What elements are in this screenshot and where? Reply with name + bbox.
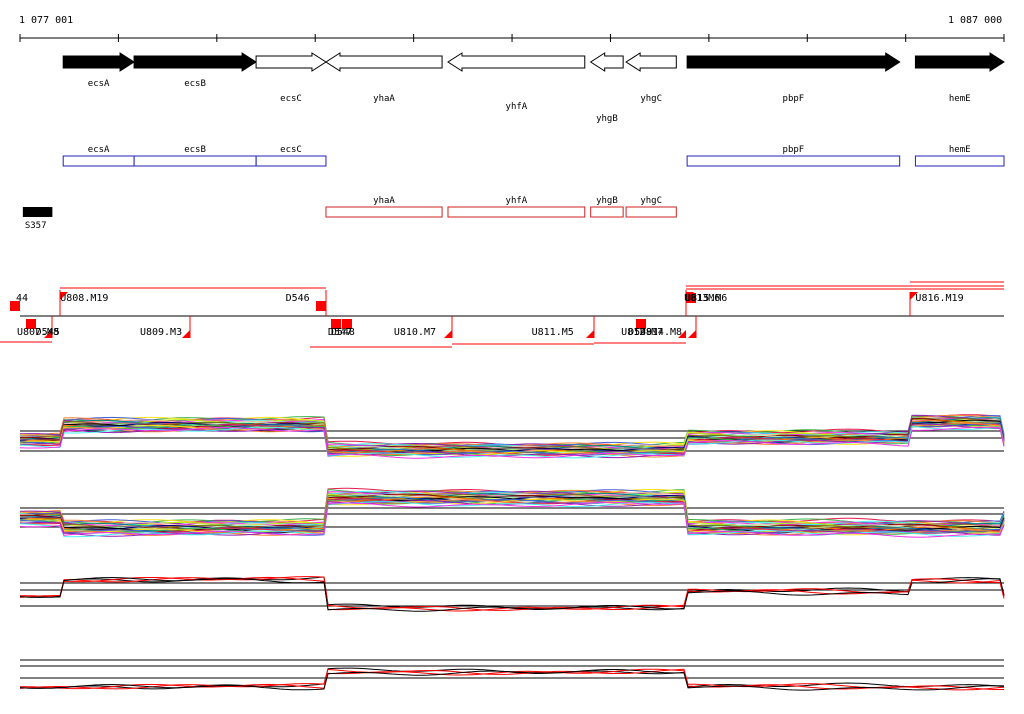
segment-corner bbox=[182, 330, 190, 338]
srna-track: S357 bbox=[22, 207, 53, 231]
segment-label: D548 bbox=[331, 327, 355, 338]
gene-label-yhaA: yhaA bbox=[373, 94, 395, 104]
segment-label: D549 bbox=[628, 327, 652, 338]
segment-label: 44 bbox=[16, 293, 28, 304]
reverse-box-label-yhaA: yhaA bbox=[373, 196, 395, 206]
segment-corner bbox=[444, 330, 452, 338]
gene-label-yhgB: yhgB bbox=[596, 114, 618, 124]
reverse-box-yhaA[interactable] bbox=[325, 206, 443, 218]
forward-box-pbpF[interactable] bbox=[686, 155, 901, 167]
forward-box-ecsA[interactable] bbox=[62, 155, 135, 167]
expression-trace bbox=[19, 426, 1005, 459]
forward-box-label-ecsB: ecsB bbox=[184, 145, 206, 155]
segment-corner bbox=[586, 330, 594, 338]
gene-arrow-yhgB[interactable] bbox=[589, 52, 624, 72]
gene-label-yhfA: yhfA bbox=[506, 102, 528, 112]
expression-profiles bbox=[19, 414, 1005, 691]
gene-label-yhgC: yhgC bbox=[640, 94, 662, 104]
gene-label-hemE: hemE bbox=[949, 94, 971, 104]
segment-corner bbox=[688, 330, 696, 338]
segment-corner bbox=[60, 292, 68, 300]
gene-label-ecsB: ecsB bbox=[184, 79, 206, 89]
expression-trace bbox=[19, 425, 1005, 459]
reverse-box-yhfA[interactable] bbox=[447, 206, 586, 218]
segment-label: D546 bbox=[286, 293, 310, 304]
gene-arrow-yhgC[interactable] bbox=[625, 52, 677, 72]
reverse-box-label-yhgB: yhgB bbox=[596, 196, 618, 206]
gene-arrow-track: ecsA ecsB ecsC yhaA yhfA yhgB yhgC pbpF hemE bbox=[62, 52, 1005, 124]
gene-arrow-yhaA[interactable] bbox=[325, 52, 443, 72]
expression-trace bbox=[19, 424, 1005, 456]
gene-label-ecsC: ecsC bbox=[280, 94, 302, 104]
gene-arrow-ecsA[interactable] bbox=[62, 52, 135, 72]
segment-label: U807.M8 bbox=[17, 327, 59, 338]
expression-trace bbox=[19, 501, 1005, 538]
forward-box-ecsB[interactable] bbox=[133, 155, 257, 167]
segment-label: D547 bbox=[328, 327, 352, 338]
gene-arrow-ecsC[interactable] bbox=[255, 52, 327, 72]
segment-corner bbox=[910, 292, 918, 300]
forward-box-label-ecsC: ecsC bbox=[280, 145, 302, 155]
gene-label-pbpF: pbpF bbox=[783, 94, 805, 104]
ruler-start-label: 1 077 001 bbox=[19, 15, 73, 26]
srna-feature[interactable] bbox=[22, 207, 53, 217]
segment-marker[interactable] bbox=[342, 319, 352, 329]
segment-marker[interactable] bbox=[10, 301, 20, 311]
forward-box-label-ecsA: ecsA bbox=[88, 145, 110, 155]
segment-label: U814.M8 bbox=[640, 327, 682, 338]
reverse-annotation-track: yhaA yhfA yhgB yhgC bbox=[325, 196, 677, 218]
expression-trace bbox=[19, 668, 1004, 690]
expression-trace bbox=[19, 424, 1005, 457]
forward-box-label-hemE: hemE bbox=[949, 145, 971, 155]
gene-label-ecsA: ecsA bbox=[88, 79, 110, 89]
segment-marker[interactable] bbox=[686, 293, 696, 303]
expression-trace bbox=[19, 576, 1005, 611]
segment-label: U808.M19 bbox=[60, 293, 108, 304]
forward-box-ecsC[interactable] bbox=[255, 155, 327, 167]
forward-annotation-track: ecsA ecsB ecsC pbpF hemE bbox=[62, 145, 1005, 167]
segment-corner bbox=[678, 330, 686, 338]
expression-trace bbox=[19, 669, 1005, 691]
reverse-box-label-yhgC: yhgC bbox=[640, 196, 662, 206]
segment-corner bbox=[44, 330, 52, 338]
coordinate-ruler: 1 077 001 1 087 000 bbox=[19, 15, 1005, 42]
segment-label: U815.M6 bbox=[685, 293, 727, 304]
segment-label: U813M6 bbox=[684, 293, 720, 304]
segment-marker[interactable] bbox=[316, 301, 326, 311]
reverse-box-yhgC[interactable] bbox=[625, 206, 677, 218]
segment-label: U809.M3 bbox=[140, 327, 182, 338]
srna-label: S357 bbox=[25, 221, 47, 231]
expression-trace bbox=[19, 501, 1005, 538]
forward-box-label-pbpF: pbpF bbox=[783, 145, 805, 155]
ruler-ticks bbox=[19, 34, 1005, 42]
gene-arrow-ecsB[interactable] bbox=[133, 52, 258, 72]
segment-marker[interactable] bbox=[331, 319, 341, 329]
expression-trace bbox=[19, 498, 1005, 536]
segment-label: U812.M7 bbox=[621, 327, 663, 338]
forward-box-hemE[interactable] bbox=[914, 155, 1005, 167]
gene-arrow-pbpF[interactable] bbox=[686, 52, 901, 72]
segment-marker[interactable] bbox=[26, 319, 36, 329]
expression-trace bbox=[19, 498, 1005, 534]
segment-label: U811.M5 bbox=[532, 327, 574, 338]
segment-label: U810.M7 bbox=[394, 327, 436, 338]
reverse-box-yhgB[interactable] bbox=[590, 206, 624, 218]
expression-trace bbox=[19, 576, 1005, 612]
segment-marker[interactable] bbox=[636, 319, 646, 329]
ruler-end-label: 1 087 000 bbox=[948, 15, 1002, 26]
gene-arrow-yhfA[interactable] bbox=[447, 52, 586, 72]
reverse-box-label-yhfA: yhfA bbox=[506, 196, 528, 206]
segment-label: U816.M19 bbox=[915, 293, 963, 304]
gene-arrow-hemE[interactable] bbox=[914, 52, 1005, 72]
segment-corner bbox=[686, 292, 694, 300]
segment-label: D545 bbox=[36, 327, 60, 338]
